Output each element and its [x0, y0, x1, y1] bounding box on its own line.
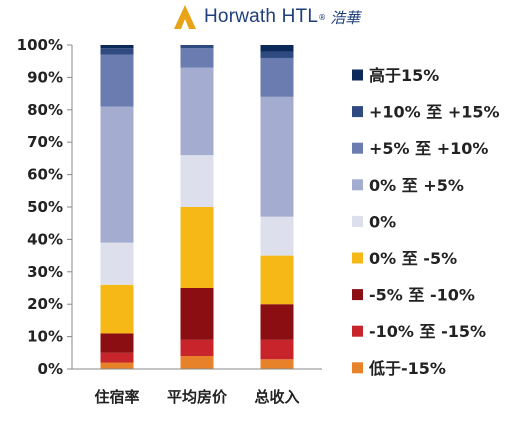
legend-swatch	[352, 215, 363, 227]
horwath-logo-icon	[174, 5, 196, 29]
legend-swatch	[352, 106, 363, 118]
legend-label: 高于15%	[369, 66, 439, 85]
legend-swatch	[352, 142, 363, 154]
bar-segment	[100, 333, 134, 353]
y-tick-label: 40%	[27, 230, 63, 248]
legend-label: 低于-15%	[368, 359, 446, 378]
x-category-label: 总收入	[254, 388, 299, 406]
bar-segment	[180, 207, 214, 288]
bar-segment	[100, 284, 134, 334]
bar-segment	[100, 48, 134, 55]
bar-segment	[100, 362, 134, 369]
legend-swatch	[352, 289, 363, 301]
bar-segment	[180, 48, 214, 68]
bar-segment	[260, 255, 294, 305]
y-tick-label: 70%	[27, 133, 63, 151]
legend-label: +10% 至 +15%	[369, 103, 500, 122]
brand-chinese-name: 浩華	[330, 8, 361, 27]
y-tick-label: 100%	[17, 36, 63, 54]
legend-label: 0% 至 -5%	[369, 249, 457, 268]
bar-segment	[260, 304, 294, 340]
bar-segment	[180, 288, 214, 340]
bar-segment	[180, 339, 214, 357]
y-axis: 0% 10% 20% 30% 40% 50% 60% 70% 80% 90% 100%	[17, 36, 73, 378]
logo: Horwath HTL ® 浩華	[172, 2, 360, 32]
legend-label: +5% 至 +10%	[369, 139, 488, 158]
x-category-label: 平均房价	[167, 388, 228, 406]
bar-segment	[260, 45, 294, 52]
legend-swatch	[352, 252, 363, 264]
trademark-mark: ®	[318, 12, 327, 22]
y-tick-label: 80%	[27, 101, 63, 119]
y-tick-label: 60%	[27, 166, 63, 184]
bar-segment	[180, 45, 214, 49]
y-tick-label: 90%	[27, 68, 63, 86]
legend-swatch	[352, 69, 363, 81]
bar-segment	[260, 51, 294, 58]
bar-segment	[260, 57, 294, 97]
legend-label: -10% 至 -15%	[369, 322, 486, 341]
bar-segment	[100, 242, 134, 285]
brand-name: Horwath HTL	[204, 6, 319, 27]
bars	[100, 45, 294, 369]
bar-segment	[180, 155, 214, 207]
x-axis: 住宿率 平均房价 总收入	[72, 368, 322, 406]
bar-segment	[100, 106, 134, 243]
bar-segment	[260, 216, 294, 256]
legend-swatch	[352, 179, 363, 191]
bar-segment	[100, 352, 134, 363]
bar-segment	[100, 45, 134, 49]
legend-label: -5% 至 -10%	[369, 286, 475, 305]
y-tick-label: 30%	[27, 263, 63, 281]
legend-swatch	[352, 325, 363, 337]
legend-label: 0% 至 +5%	[369, 176, 464, 195]
bar-segment	[260, 339, 294, 360]
y-tick-label: 10%	[27, 328, 63, 346]
bar-segment	[260, 96, 294, 217]
bar-segment	[180, 356, 214, 369]
bar-segment	[180, 67, 214, 156]
bar-segment	[260, 359, 294, 369]
x-category-label: 住宿率	[94, 388, 139, 406]
legend-label: 0%	[369, 212, 396, 231]
bar-segment	[100, 54, 134, 107]
y-tick-label: 50%	[27, 198, 63, 216]
y-tick-label: 20%	[27, 295, 63, 313]
legend-swatch	[352, 362, 363, 374]
y-tick-label: 0%	[38, 360, 63, 378]
legend: 高于15% +10% 至 +15% +5% 至 +10% 0% 至 +5% 0% 0% 至…	[352, 66, 500, 378]
